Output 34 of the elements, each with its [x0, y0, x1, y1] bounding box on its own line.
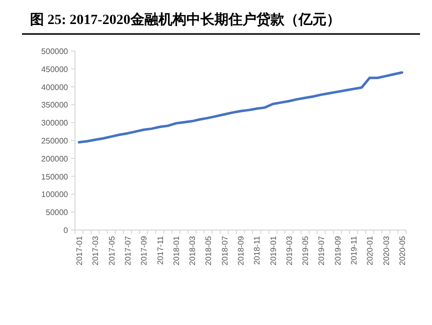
y-tick-label: 200000	[41, 154, 69, 164]
x-tick-label: 2019-01	[268, 235, 278, 266]
y-tick-label: 400000	[41, 82, 69, 92]
x-tick-label: 2018-11	[252, 235, 262, 265]
y-tick-label: 50000	[46, 208, 69, 218]
y-tick-label: 100000	[41, 190, 69, 200]
x-tick-label: 2019-11	[350, 235, 359, 265]
x-tick-label: 2020-05	[398, 235, 407, 266]
x-tick-label: 2018-03	[188, 235, 198, 266]
y-tick-label: 350000	[41, 100, 69, 110]
x-tick-label: 2019-09	[333, 235, 342, 266]
x-tick-label: 2018-01	[172, 235, 181, 266]
x-tick-label: 2018-05	[204, 235, 214, 266]
x-tick-label: 2017-09	[140, 235, 149, 266]
line-series	[78, 71, 404, 144]
x-tick-label: 2019-07	[317, 235, 326, 266]
x-tick-label: 2017-01	[75, 235, 84, 266]
y-tick-label: 150000	[41, 172, 69, 182]
x-tick-label: 2020-03	[382, 235, 391, 266]
x-tick-label: 2017-03	[91, 235, 100, 266]
x-tick-label: 2017-11	[156, 235, 165, 265]
y-tick-label: 300000	[41, 118, 69, 128]
y-tick-label: 450000	[41, 64, 69, 74]
x-tick-label: 2019-03	[284, 235, 294, 266]
x-tick-label: 2020-01	[366, 235, 375, 266]
y-tick-label: 0	[64, 226, 69, 235]
y-tick-label: 250000	[41, 136, 69, 146]
chart-title: 图 25: 2017-2020金融机构中长期住户贷款（亿元）	[30, 11, 340, 28]
x-tick-label: 2019-05	[301, 235, 310, 266]
x-tick-label: 2017-07	[123, 235, 132, 266]
y-tick-label: 500000	[41, 47, 69, 56]
x-tick-label: 2018-09	[236, 235, 246, 266]
x-tick-label: 2018-07	[220, 235, 230, 266]
x-tick-label: 2017-05	[107, 235, 116, 266]
